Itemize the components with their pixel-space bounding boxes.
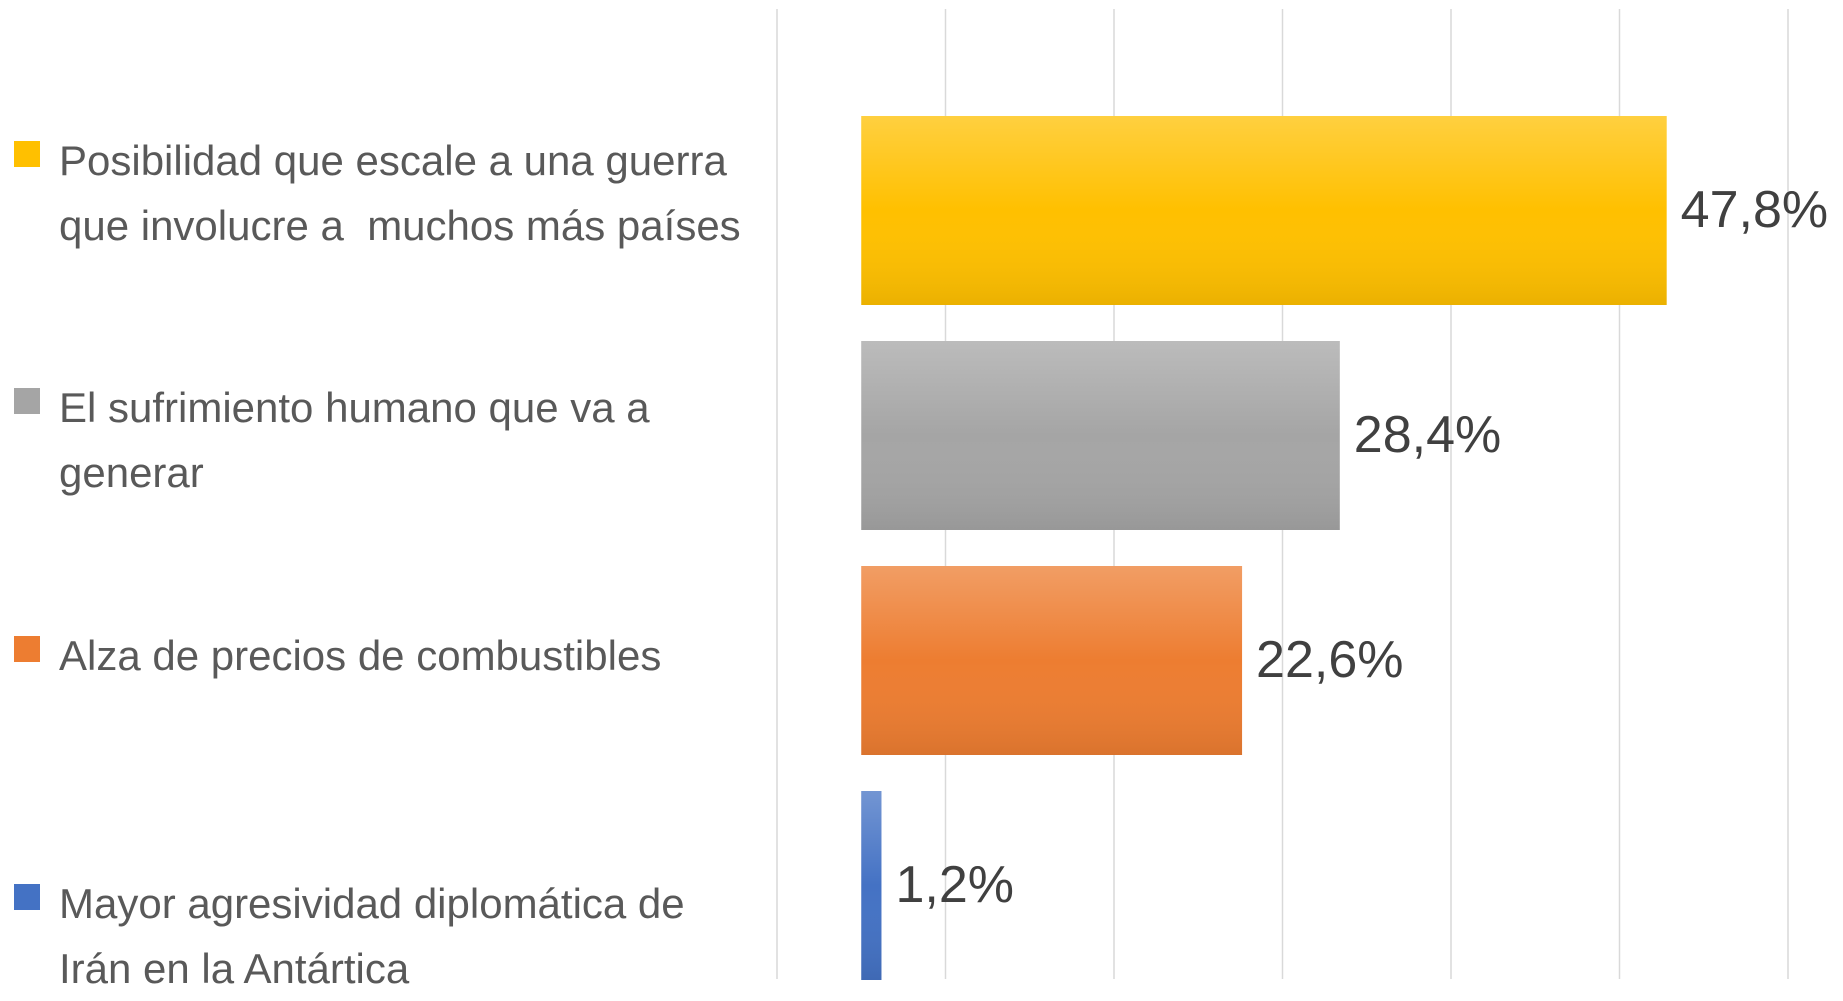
bar-shade xyxy=(861,116,1667,305)
legend-label: Alza de precios de combustibles xyxy=(59,632,662,679)
legend-item: Posibilidad que escale a una guerra que … xyxy=(14,128,741,258)
value-label: 22,6% xyxy=(1256,631,1403,689)
value-label: 28,4% xyxy=(1354,406,1501,464)
legend-item: El sufrimiento humano que va a generar xyxy=(14,375,650,505)
legend-label: Posibilidad que escale a una guerra que … xyxy=(59,137,741,249)
bar-shade xyxy=(861,341,1340,530)
bar-shade xyxy=(861,566,1243,755)
legend-swatch xyxy=(14,141,40,167)
legend-swatch xyxy=(14,636,40,662)
legend-swatch xyxy=(14,388,40,414)
value-label: 1,2% xyxy=(895,856,1014,914)
bar-shade xyxy=(861,791,882,980)
value-label: 47,8% xyxy=(1681,181,1828,239)
legend-swatch xyxy=(14,884,40,910)
legend-label: El sufrimiento humano que va a generar xyxy=(59,384,650,496)
legend-item: Alza de precios de combustibles xyxy=(14,623,661,688)
